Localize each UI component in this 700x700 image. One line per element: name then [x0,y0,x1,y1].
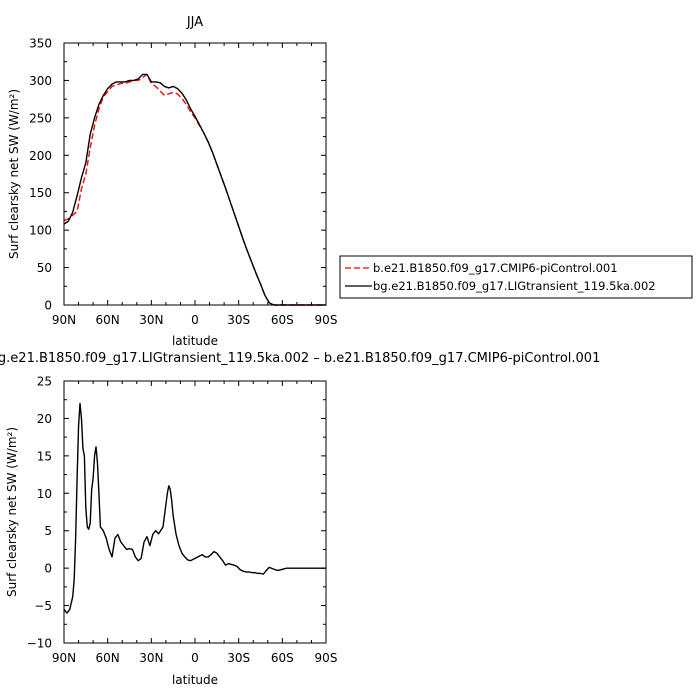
top-y-tick-label: 250 [29,111,52,125]
top-x-tick-label: 30N [139,313,163,327]
top-x-axis-label: latitude [172,334,218,348]
top-panel: JJA 90N 60N 30N 0 30S 60S 90S 0 50 100 150 200 250 3… [7,15,693,348]
bottom-panel-title: bg.e21.B1850.f09_g17.LIGtransient_119.5k… [0,351,600,366]
top-x-tick-label: 60S [271,313,294,327]
top-y-tick-label: 150 [29,186,52,200]
bottom-plot-frame [63,380,327,644]
top-series-line-0 [63,73,326,306]
bottom-y-tick-label: 20 [37,412,52,426]
bottom-x-ticks: 90N 60N 30N 0 30S 60S 90S [52,381,338,665]
top-y-ticks: 0 50 100 150 200 250 300 350 [29,37,326,313]
bottom-y-tick-label: −10 [27,637,52,651]
bottom-x-tick-label: 0 [191,651,199,665]
top-y-tick-label: 50 [37,261,52,275]
legend: b.e21.B1850.f09_g17.CMIP6-piControl.001 … [339,255,693,299]
bottom-x-tick-label: 30S [227,651,250,665]
top-x-tick-label: 30S [227,313,250,327]
bottom-series [63,402,326,614]
bottom-x-axis-label: latitude [172,673,218,687]
top-x-tick-label: 90S [315,313,338,327]
top-plot-frame [63,42,327,306]
top-x-ticks: 90N 60N 30N 0 30S 60S 90S [52,43,338,327]
top-x-tick-label: 60N [96,313,120,327]
top-series-line-1 [63,73,326,306]
legend-label-piControl: b.e21.B1850.f09_g17.CMIP6-piControl.001 [373,261,618,275]
bottom-series-line-0 [63,402,326,614]
top-y-tick-label: 200 [29,149,52,163]
top-panel-title: JJA [186,15,203,30]
bottom-y-axis-label: Surf clearsky net SW (W/m²) [5,427,19,597]
bottom-x-tick-label: 60N [96,651,120,665]
bottom-y-ticks: −10 −5 0 5 10 15 20 25 [27,375,326,651]
bottom-x-tick-label: 90S [315,651,338,665]
bottom-y-tick-label: 25 [37,375,52,389]
bottom-y-tick-label: 10 [37,487,52,501]
bottom-x-tick-label: 60S [271,651,294,665]
bottom-x-tick-label: 30N [139,651,163,665]
legend-label-LIGtransient: bg.e21.B1850.f09_g17.LIGtransient_119.5k… [373,279,656,293]
top-y-tick-label: 300 [29,74,52,88]
bottom-y-tick-label: 0 [44,562,52,576]
bottom-y-tick-label: 5 [44,524,52,538]
top-x-tick-label: 90N [52,313,76,327]
bottom-y-tick-label: 15 [37,449,52,463]
legend-box [339,255,693,299]
top-y-tick-label: 100 [29,224,52,238]
top-y-axis-label: Surf clearsky net SW (W/m²) [7,89,21,259]
top-series [63,73,326,306]
top-x-tick-label: 0 [191,313,199,327]
top-y-tick-label: 350 [29,37,52,51]
bottom-y-tick-label: −5 [34,599,52,613]
bottom-panel: bg.e21.B1850.f09_g17.LIGtransient_119.5k… [0,351,600,687]
top-y-tick-label: 0 [44,299,52,313]
bottom-x-tick-label: 90N [52,651,76,665]
